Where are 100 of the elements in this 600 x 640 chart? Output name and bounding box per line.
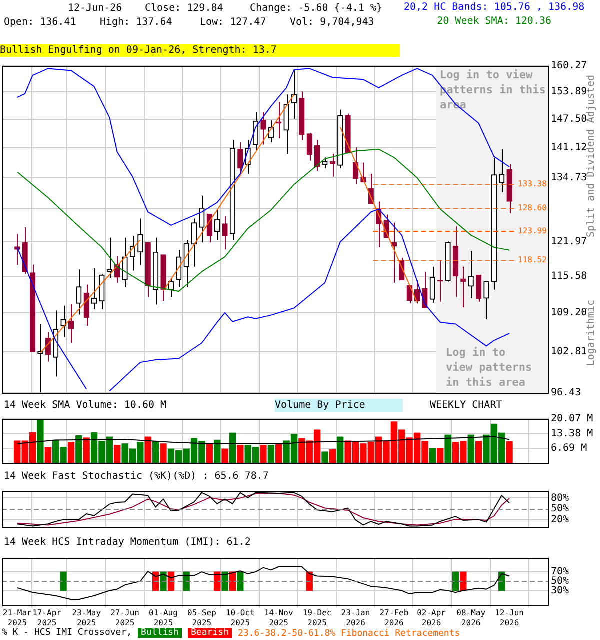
y-tick-label: 96.43 (551, 388, 582, 399)
bar (37, 419, 44, 463)
y-tick-label: 160.27 (551, 60, 588, 72)
candlestick (191, 218, 198, 268)
bar (506, 441, 513, 463)
y-tick-label: 70% (551, 566, 570, 578)
bar (237, 445, 244, 463)
y-tick-label: 141.12 (551, 142, 588, 154)
bar (268, 445, 274, 463)
candlestick (122, 237, 128, 288)
y-tick-label: 6.69 M (551, 442, 588, 454)
ref-line-label: 128.60 (518, 204, 548, 213)
bar (68, 442, 75, 463)
text: WEEKLY CHART (430, 399, 502, 412)
candlestick (238, 142, 244, 174)
bar (160, 444, 167, 463)
y-tick-label: 13.38 M (551, 428, 594, 440)
x-tick-label: 23-Jan 2026 (341, 608, 370, 628)
x-tick-label: 17-Apr 2025 (32, 608, 62, 628)
bar (114, 445, 121, 463)
y-axis-title: Split and Dividend Adjusted (586, 75, 598, 238)
bar (437, 448, 444, 463)
ref-line-label: 133.38 (518, 180, 548, 189)
bar (329, 450, 336, 463)
bar (152, 441, 160, 463)
text: High: 137.64 (100, 16, 172, 29)
candlestick (484, 281, 490, 320)
text: Volume By Price (275, 399, 403, 412)
x-tick-label: 02-Apr 2026 (417, 608, 446, 628)
candlestick (430, 266, 436, 304)
ref-line-label: 118.52 (518, 256, 548, 265)
candlestick (322, 157, 328, 169)
y-tick-label: 121.97 (551, 236, 588, 248)
candlestick (306, 132, 312, 162)
y-tick-label: 102.81 (551, 346, 588, 358)
y-tick-label: 115.58 (551, 271, 588, 282)
x-tick-label: 08-May 2026 (456, 608, 486, 628)
ref-line-label: 123.99 (518, 226, 548, 236)
y-tick-label: 134.73 (551, 172, 588, 184)
candlestick (222, 216, 228, 250)
bar (322, 452, 328, 463)
y-tick-label: 50% (551, 504, 570, 515)
text: Bearish (188, 628, 232, 638)
text: Close: 129.84 (145, 2, 224, 15)
x-tick-label: 19-Dec 2025 (302, 608, 332, 628)
bar (444, 434, 452, 463)
candlestick (168, 277, 174, 298)
text: 12-Jun-26 (68, 2, 122, 15)
y-tick-label: 80% (551, 492, 570, 504)
text: Bullish (138, 628, 182, 638)
x-tick-label: 01-Aug 2025 (149, 608, 178, 628)
candlestick (199, 195, 205, 244)
x-tick-label: 23-May 2025 (72, 608, 102, 628)
bar (475, 441, 482, 463)
text: 20 Week SMA: 120.36 (437, 16, 552, 27)
y-tick-label: 20% (551, 514, 570, 526)
y-tick-label: 20.07 M (551, 414, 594, 425)
candlestick (468, 250, 474, 299)
bar (222, 448, 228, 463)
candlestick (476, 274, 482, 302)
candlestick (60, 305, 66, 338)
legend-title: % K - HCS IMI Crossover, (2, 628, 132, 638)
bar (44, 447, 52, 463)
candlestick (314, 139, 320, 172)
text: Change: -5.60 {-4.1 %} (250, 2, 382, 15)
chart-title: 14 Week Fast Stochastic (%K)(%D) : 65.6 78.7 (4, 470, 269, 483)
y-tick-label: 30% (551, 585, 570, 596)
x-tick-label: 12-Jun 2026 (495, 608, 524, 628)
text: 20,2 HC Bands: 105.76 , 136.98 (404, 2, 585, 13)
candlestick (214, 208, 220, 241)
candlestick (499, 148, 505, 193)
bar (76, 435, 82, 463)
candlestick (260, 112, 266, 146)
bar (468, 434, 474, 463)
candlestick (91, 268, 98, 310)
candlestick (138, 218, 144, 266)
x-tick-label: 05-Sep 2025 (187, 608, 217, 628)
candlestick (68, 304, 74, 344)
y-tick-label: 147.50 (551, 114, 588, 126)
bar (144, 436, 152, 463)
text: Vol: 9,704,943 (290, 16, 374, 29)
bar (83, 438, 90, 463)
candlestick (76, 269, 82, 316)
bar (229, 432, 236, 463)
x-tick-label: 27-Jun 2025 (110, 608, 140, 628)
text: Open: 136.41 (4, 16, 76, 29)
bar (276, 444, 282, 463)
x-tick-label: 21-Mar 2025 (2, 608, 32, 628)
chart-title: 14 Week HCS Intraday Momentum (IMI): 61.2 (4, 536, 251, 549)
bar (337, 436, 344, 463)
x-tick-label: 27-Feb 2026 (380, 608, 409, 628)
bar (429, 448, 436, 463)
chart-title: 14 Week SMA Volume: 10.60 M (4, 399, 167, 412)
annotation: Log in to view patterns in this area (446, 345, 534, 390)
text: 23.6-38.2-50-61.8% Fibonacci Retracements (238, 628, 460, 640)
x-tick-label: 14-Nov 2025 (264, 608, 294, 628)
x-tick-label: 10-Oct 2025 (226, 608, 256, 628)
bar (214, 440, 221, 463)
y-tick-label: 153.89 (551, 86, 588, 98)
chart-title: Bullish Engulfing on 09-Jan-26, Strength: 13.7 (0, 44, 400, 57)
